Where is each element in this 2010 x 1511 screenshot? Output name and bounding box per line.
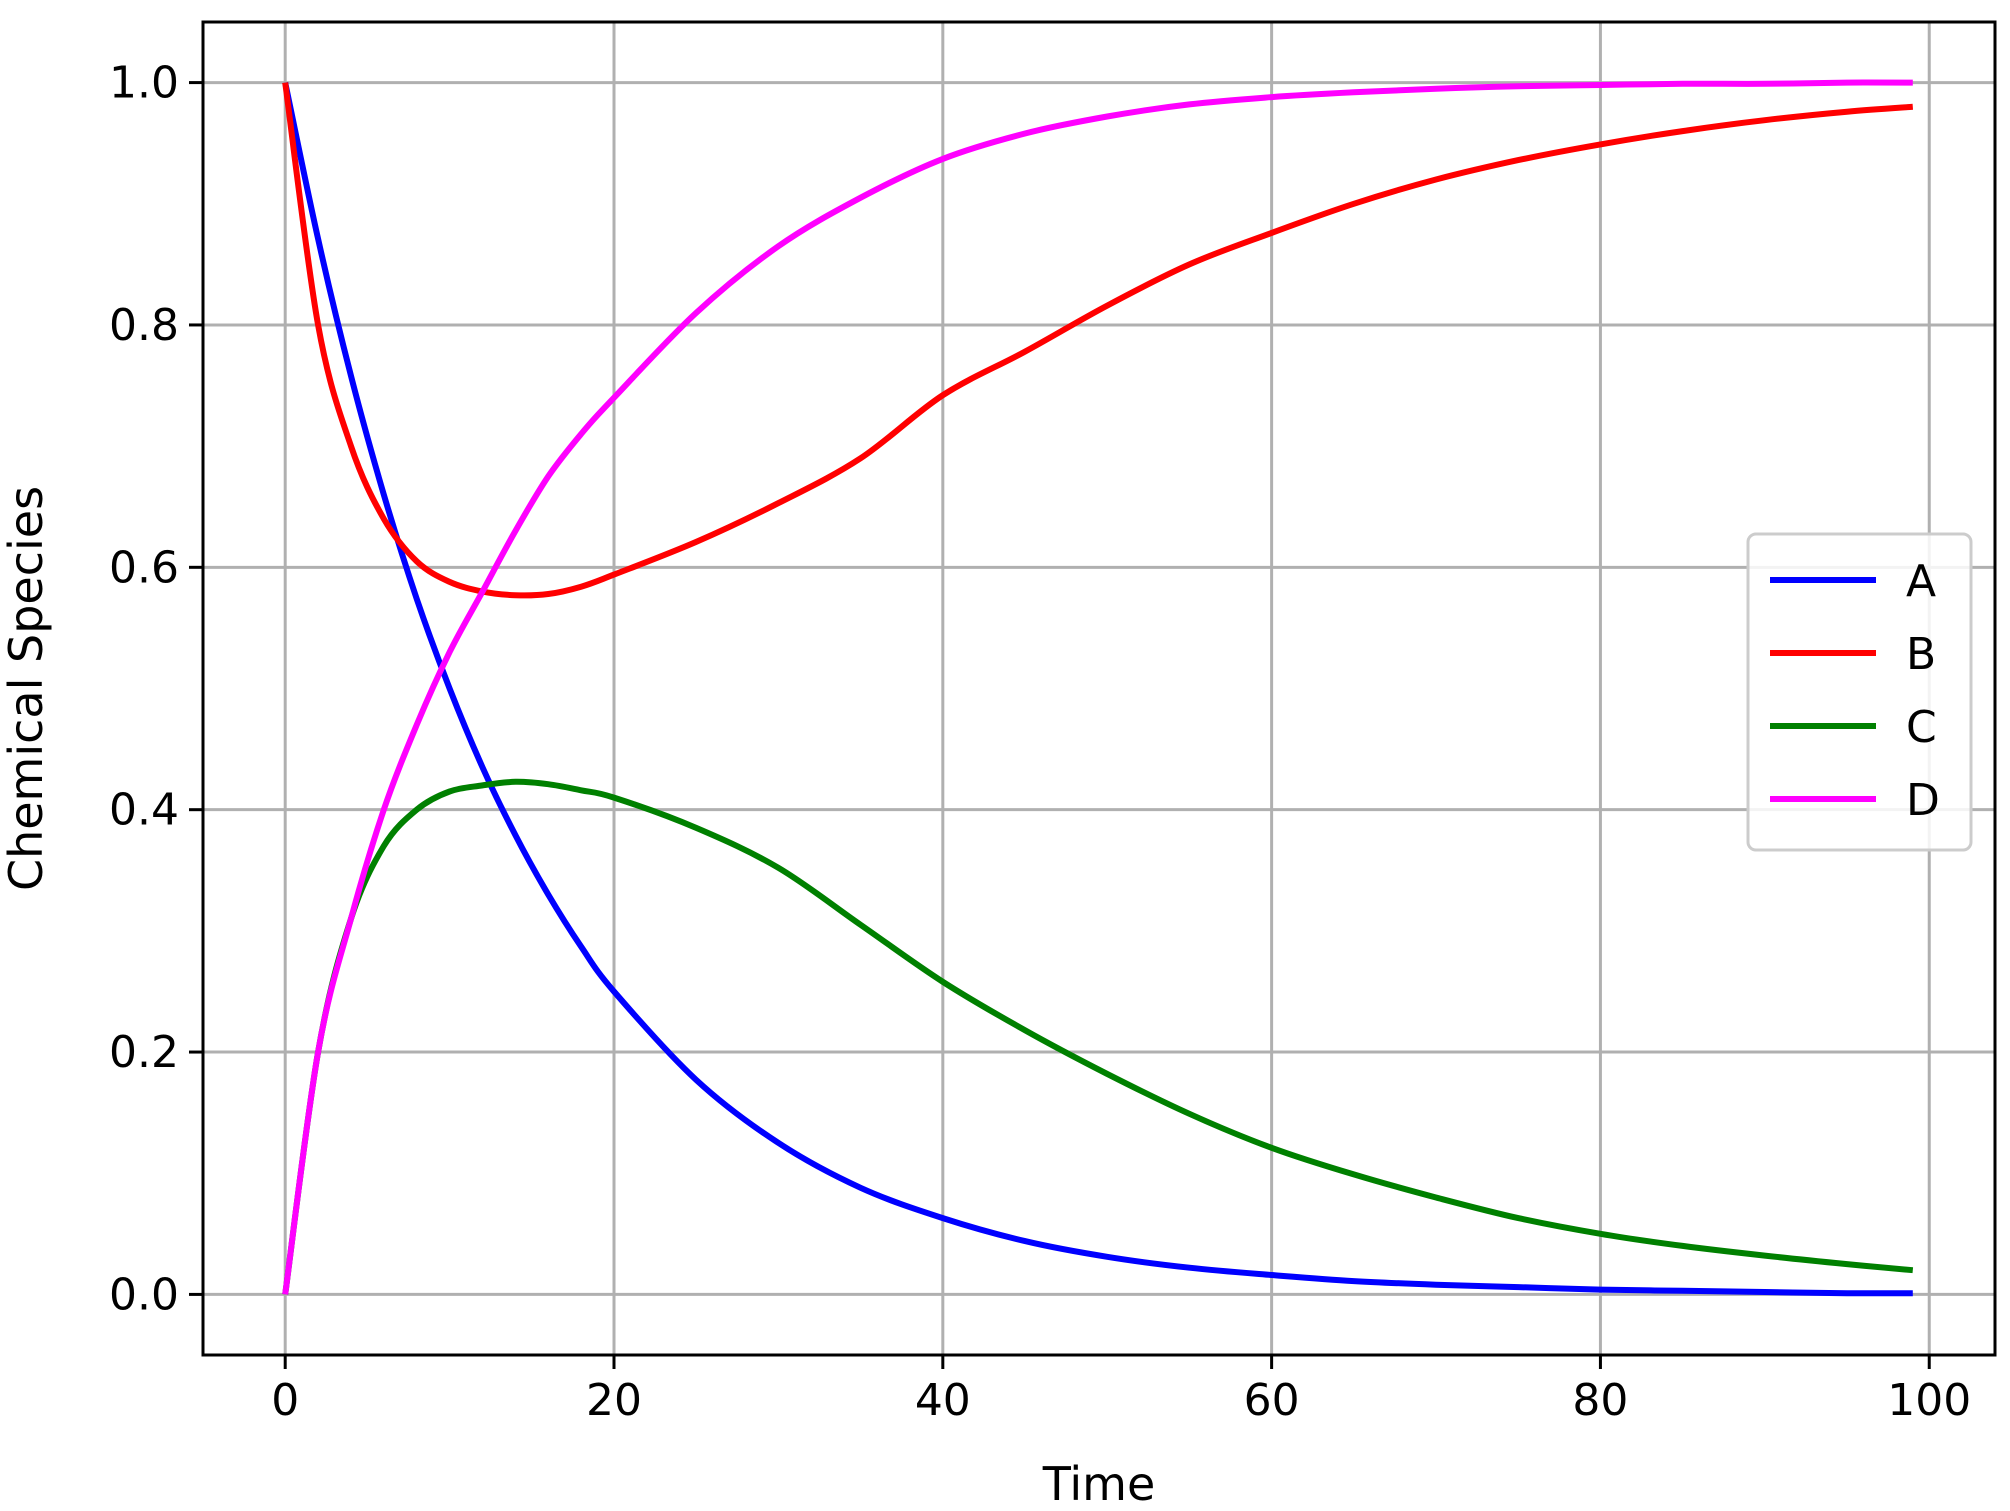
series-line-c: [282, 778, 1914, 1295]
y-tick-label: 0.6: [109, 542, 179, 593]
legend-label-a: A: [1906, 556, 1936, 607]
y-tick-label: 0.4: [109, 785, 179, 836]
series-line-d: [282, 79, 1913, 1295]
plot-area-frame: [201, 20, 1997, 1357]
x-tick-label: 80: [1572, 1375, 1628, 1426]
x-tick-label: 40: [915, 1375, 971, 1426]
y-tick-label: 0.2: [109, 1027, 179, 1078]
x-tick-label: 0: [271, 1375, 299, 1426]
y-axis-ticks: 0.0 0.2 0.4 0.6 0.8 1.0: [109, 58, 203, 1320]
series-line-a: [282, 81, 1913, 1297]
legend-label-d: D: [1906, 775, 1940, 826]
series-line-b: [282, 82, 1914, 599]
series-lines: [282, 79, 1914, 1297]
x-tick-label: 20: [586, 1375, 642, 1426]
y-tick-label: 0.8: [109, 300, 179, 351]
x-tick-label: 60: [1244, 1375, 1300, 1426]
legend-label-c: C: [1906, 702, 1937, 753]
y-tick-label: 1.0: [109, 58, 179, 109]
legend-label-b: B: [1906, 629, 1936, 680]
x-tick-label: 100: [1887, 1375, 1971, 1426]
y-axis-label: Chemical Species: [0, 486, 53, 891]
x-axis-ticks: 0 20 40 60 80 100: [271, 1355, 1971, 1426]
legend-box: [1746, 532, 1973, 852]
x-axis-label: Time: [1042, 1457, 1156, 1511]
y-tick-label: 0.0: [109, 1269, 179, 1320]
